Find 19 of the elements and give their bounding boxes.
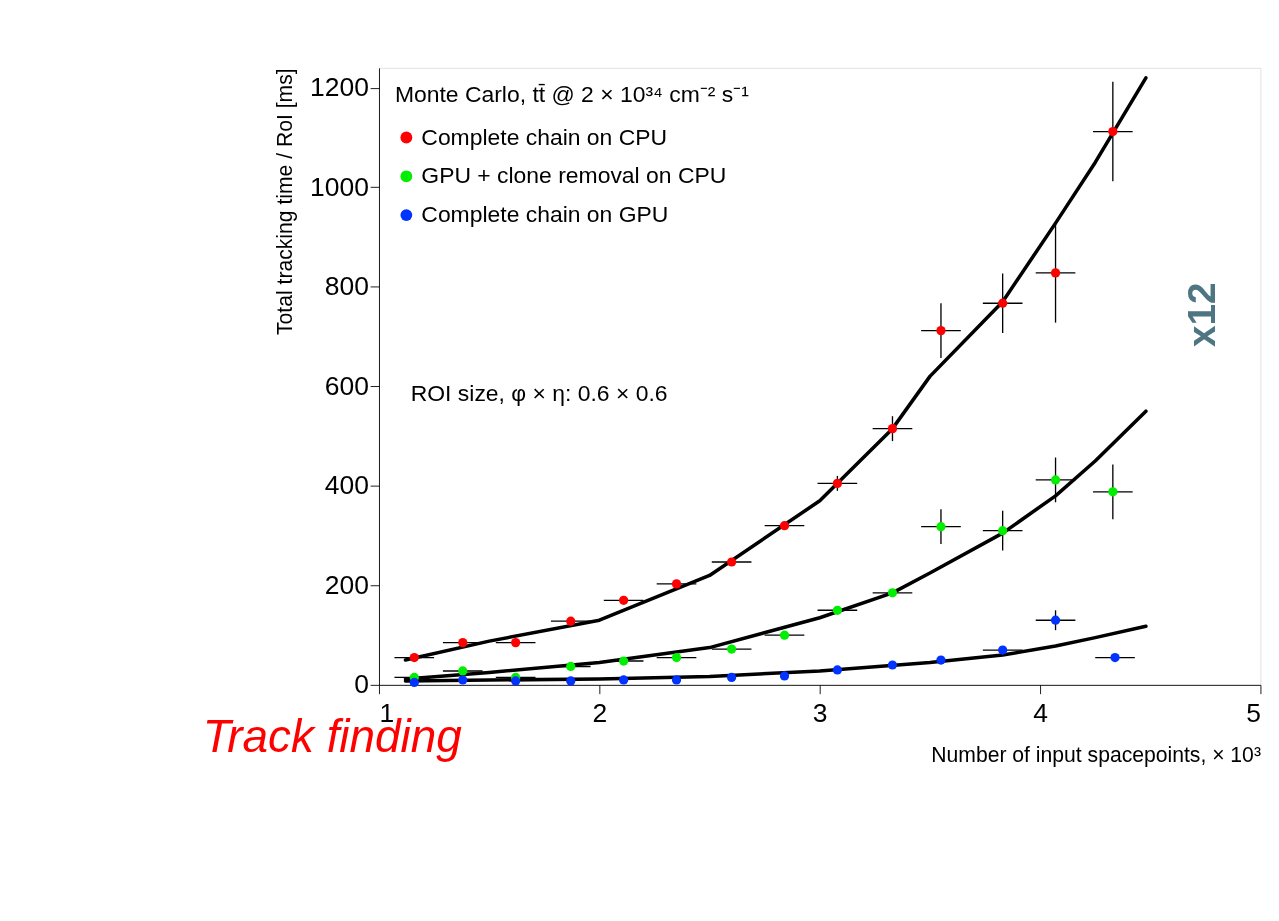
legend-label: Complete chain on GPU [421,201,669,228]
annotation: x12 [1179,282,1223,348]
annotation: ROI size, φ × η: 0.6 × 0.6 [410,380,668,407]
y-tick-label: 1200 [310,72,369,103]
legend-label: Complete chain on CPU [421,123,668,150]
y-tick-label: 400 [324,470,369,501]
x-tick-label: 4 [1033,698,1048,729]
x-axis-title: Number of input spacepoints, × 10³ [931,743,1261,768]
x-tick-label: 3 [812,698,828,729]
y-tick-label: 800 [324,271,369,302]
y-axis-title: Total tracking time / RoI [ms] [272,68,297,336]
y-tick-label: 0 [354,669,369,700]
x-tick-label: 2 [592,698,608,729]
y-tick-label: 200 [324,569,369,600]
y-tick-label: 1000 [310,171,369,202]
x-tick-label: 5 [1246,698,1261,729]
y-tick-label: 600 [324,370,369,401]
legend-title: Monte Carlo, tt̄ @ 2 × 10³⁴ cm⁻² s⁻¹ [394,81,750,108]
legend-label: GPU + clone removal on CPU [421,162,727,189]
